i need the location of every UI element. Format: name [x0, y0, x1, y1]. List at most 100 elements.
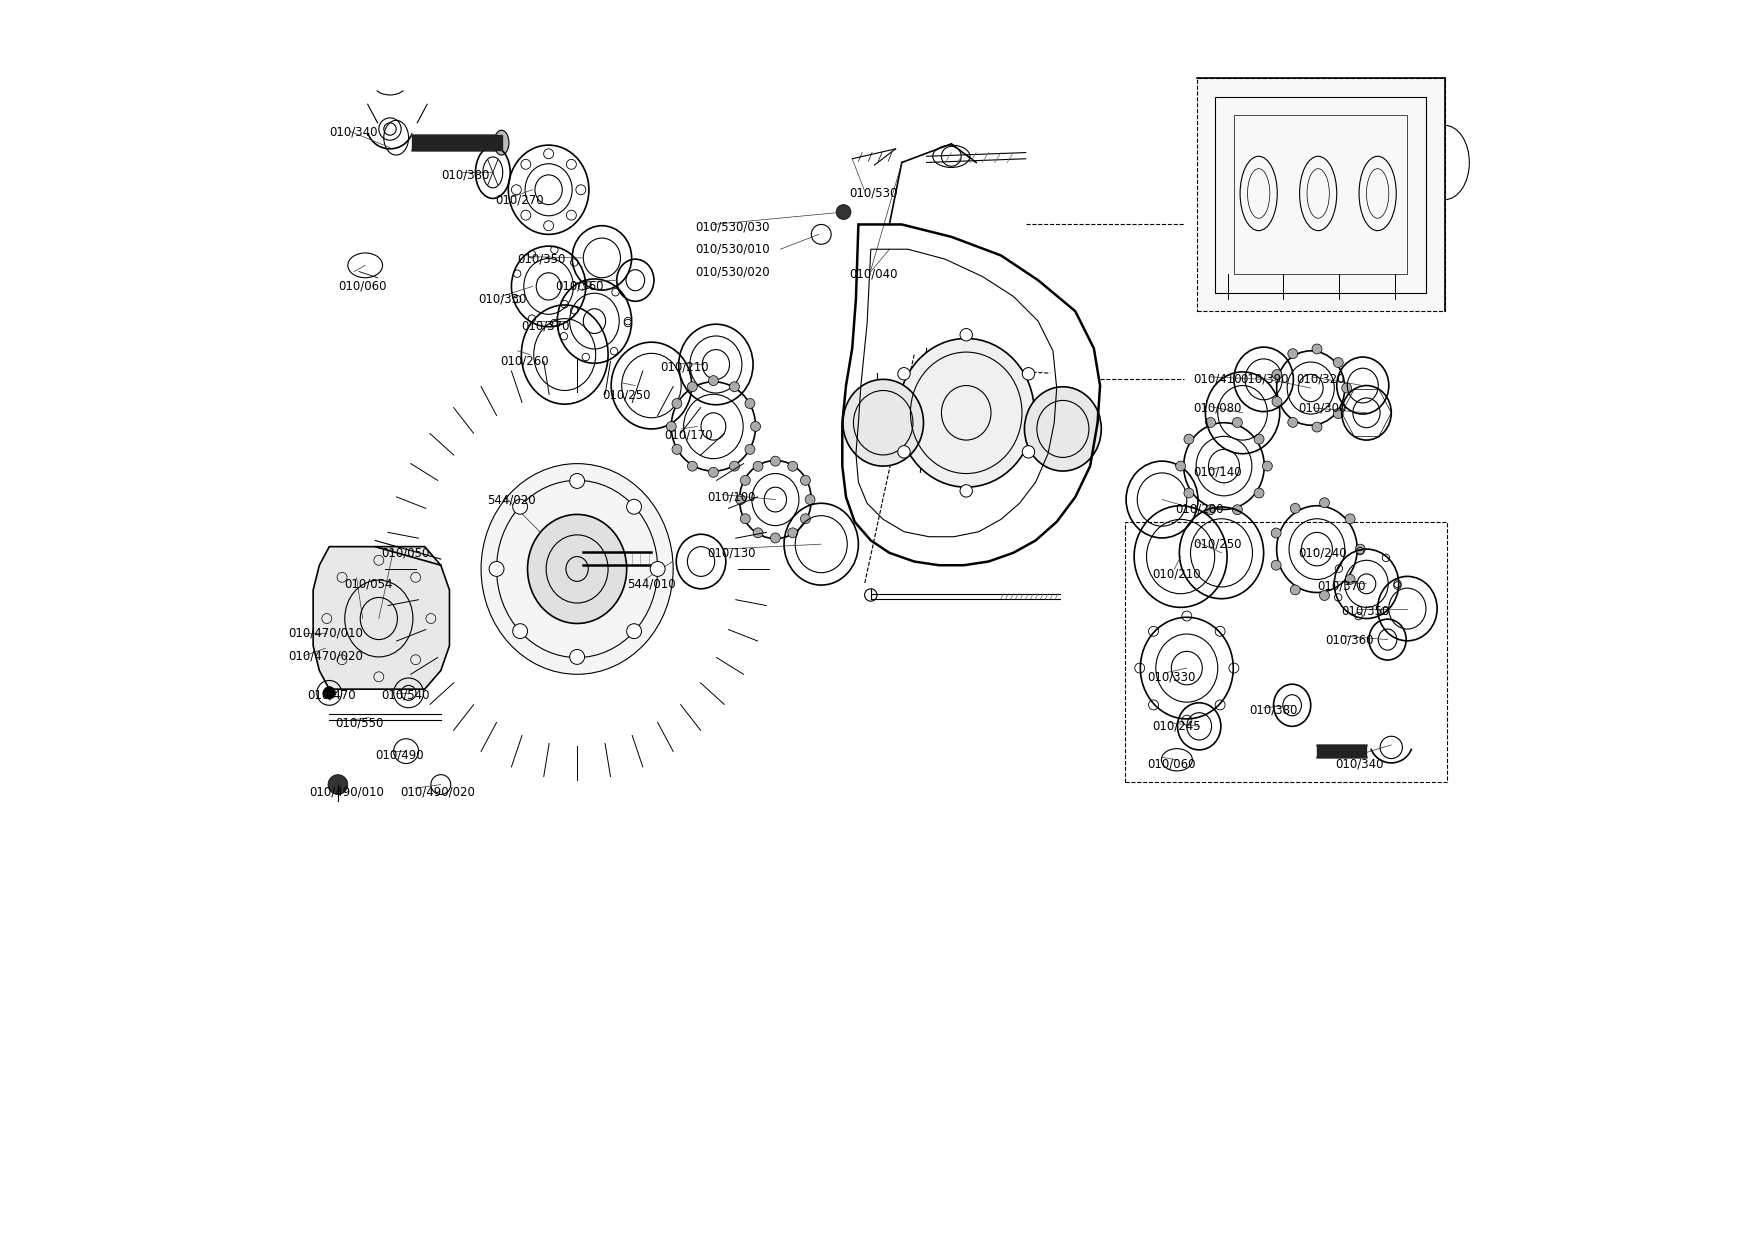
Text: 544/020: 544/020	[486, 493, 535, 505]
Text: 010/080: 010/080	[1193, 401, 1242, 415]
Bar	[1216, 97, 1426, 293]
Circle shape	[1272, 560, 1280, 570]
Text: 010/210: 010/210	[1152, 568, 1201, 580]
Circle shape	[959, 329, 972, 342]
Circle shape	[740, 514, 751, 524]
Circle shape	[1254, 435, 1265, 445]
Circle shape	[1023, 368, 1035, 380]
Circle shape	[735, 494, 745, 504]
Circle shape	[512, 499, 528, 514]
Circle shape	[1319, 590, 1330, 600]
Circle shape	[1254, 488, 1265, 498]
Circle shape	[1272, 370, 1282, 379]
Ellipse shape	[481, 463, 674, 674]
Circle shape	[1333, 409, 1344, 419]
Text: 010/370: 010/370	[1317, 580, 1365, 592]
Circle shape	[1291, 503, 1300, 513]
Circle shape	[805, 494, 816, 504]
Text: 010/470/020: 010/470/020	[288, 650, 363, 662]
Circle shape	[570, 650, 584, 664]
Circle shape	[730, 461, 740, 471]
Circle shape	[898, 446, 910, 458]
Circle shape	[1233, 417, 1242, 427]
Ellipse shape	[495, 130, 509, 155]
Text: 010/530: 010/530	[849, 188, 898, 200]
Text: 010/550: 010/550	[335, 717, 384, 729]
Text: 010/260: 010/260	[500, 354, 549, 368]
Text: 010/380: 010/380	[1249, 704, 1298, 717]
Text: 010/130: 010/130	[707, 546, 756, 559]
Circle shape	[1345, 514, 1356, 524]
Text: 010/330: 010/330	[479, 292, 526, 306]
Circle shape	[730, 381, 740, 391]
Circle shape	[672, 399, 682, 409]
Circle shape	[489, 561, 503, 576]
Text: 010/200: 010/200	[1175, 503, 1224, 515]
Circle shape	[323, 687, 335, 699]
Text: 010/210: 010/210	[660, 360, 709, 374]
Circle shape	[1287, 349, 1298, 359]
Circle shape	[1312, 422, 1323, 432]
Text: 010/100: 010/100	[707, 491, 756, 503]
Circle shape	[570, 473, 584, 488]
Circle shape	[751, 421, 761, 431]
Text: 010/490/010: 010/490/010	[309, 785, 384, 799]
Circle shape	[1233, 504, 1242, 514]
Text: 010/470: 010/470	[307, 689, 356, 702]
Circle shape	[1205, 417, 1216, 427]
Circle shape	[1312, 344, 1323, 354]
Text: 010/300: 010/300	[1298, 401, 1347, 415]
Text: 010/250: 010/250	[602, 389, 651, 402]
Circle shape	[1263, 461, 1272, 471]
Circle shape	[1342, 383, 1352, 392]
Text: 010/060: 010/060	[339, 279, 386, 293]
Circle shape	[651, 561, 665, 576]
Text: 010/245: 010/245	[1152, 720, 1201, 733]
Circle shape	[770, 533, 781, 543]
Circle shape	[667, 421, 677, 431]
Circle shape	[1184, 435, 1194, 445]
Circle shape	[959, 484, 972, 497]
Ellipse shape	[1024, 386, 1102, 471]
Circle shape	[1205, 504, 1216, 514]
Circle shape	[800, 514, 810, 524]
Circle shape	[800, 476, 810, 486]
Circle shape	[1184, 488, 1194, 498]
Bar	[1124, 522, 1447, 782]
Circle shape	[1333, 358, 1344, 368]
Circle shape	[672, 445, 682, 455]
Text: 010/340: 010/340	[330, 125, 377, 138]
Circle shape	[328, 775, 347, 795]
Text: 010/530/020: 010/530/020	[695, 265, 770, 278]
Circle shape	[709, 467, 719, 477]
Circle shape	[745, 399, 754, 409]
Text: 010/350: 010/350	[517, 252, 567, 266]
Text: 010/330: 010/330	[1147, 671, 1196, 683]
Ellipse shape	[528, 514, 626, 623]
Circle shape	[898, 368, 910, 380]
Circle shape	[788, 461, 798, 471]
Polygon shape	[1317, 745, 1366, 758]
Text: 010/530/010: 010/530/010	[695, 242, 770, 256]
Circle shape	[688, 381, 698, 391]
Circle shape	[1287, 417, 1298, 427]
Circle shape	[1345, 575, 1356, 584]
Circle shape	[740, 476, 751, 486]
Polygon shape	[314, 546, 449, 689]
Bar	[1233, 116, 1407, 274]
Circle shape	[688, 461, 698, 471]
Circle shape	[626, 499, 642, 514]
Text: 010/040: 010/040	[849, 267, 898, 281]
Text: 010/350: 010/350	[1342, 605, 1391, 617]
Text: 010/054: 010/054	[344, 578, 393, 590]
Text: 010/170: 010/170	[663, 428, 712, 442]
Text: 010/470/010: 010/470/010	[288, 627, 363, 640]
Circle shape	[1291, 585, 1300, 595]
Text: 010/540: 010/540	[381, 689, 430, 702]
Circle shape	[1175, 461, 1186, 471]
Circle shape	[709, 375, 719, 385]
Circle shape	[1023, 446, 1035, 458]
Circle shape	[1319, 498, 1330, 508]
Text: 010/320: 010/320	[1296, 373, 1344, 386]
Text: 010/240: 010/240	[1298, 546, 1347, 559]
